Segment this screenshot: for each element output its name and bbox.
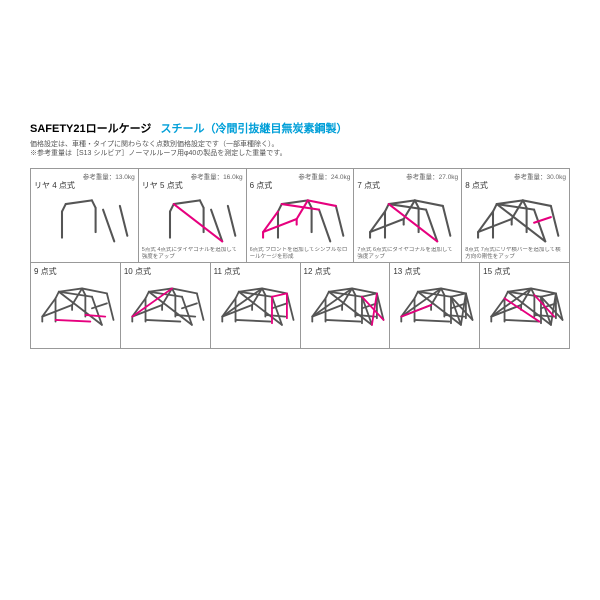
desc-line-1: 価格設定は、車種・タイプに関わらなく点数別価格設定です（一部車種除く）。 [30, 140, 570, 149]
cage-diagram-p15 [483, 277, 566, 333]
cell-p8: 参考重量：30.0kg8 点式 8点式 7点式にリヤ横バーを追加して横方向の剛性を… [462, 169, 570, 263]
title-sub: スチール（冷間引抜継目無炭素鋼製） [160, 123, 347, 135]
note-text [393, 333, 476, 345]
cell-rear4: 参考重量：13.0kgリヤ 4 点式 [31, 169, 139, 263]
point-label: 7 点式 [357, 180, 458, 191]
weight-label: 参考重量：30.0kg [465, 171, 566, 179]
note-text [34, 333, 117, 345]
note-text: 5点式 4点式にダイヤゴナルを追加して強度をアップ [142, 247, 243, 259]
note-text [304, 333, 387, 345]
point-label: 9 点式 [34, 266, 117, 277]
point-label: 12 点式 [304, 266, 387, 277]
cage-diagram-p9 [34, 277, 117, 333]
cell-p6: 参考重量：24.0kg6 点式 6点式 フロントを追加してシンプルなロールケージを… [247, 169, 355, 263]
cage-diagram-p13 [393, 277, 476, 333]
cage-diagram-p10 [124, 277, 207, 333]
weight-label: 参考重量：24.0kg [250, 171, 351, 179]
note-text: 6点式 フロントを追加してシンプルなロールケージを形成 [250, 247, 351, 259]
point-label: リヤ 5 点式 [142, 180, 243, 191]
cage-diagram-p12 [304, 277, 387, 333]
note-text: 7点式 6点式にダイヤゴナルを追加して強度アップ [357, 247, 458, 259]
cage-diagram-p6 [250, 191, 351, 247]
cell-p7: 参考重量：27.0kg7 点式 7点式 6点式にダイヤゴナルを追加して強度アップ [354, 169, 462, 263]
note-text [34, 247, 135, 259]
point-label: 15 点式 [483, 266, 566, 277]
cell-p10: 10 点式 [121, 263, 211, 349]
title-main: SAFETY21ロールケージ [30, 123, 151, 135]
cell-p13: 13 点式 [390, 263, 480, 349]
point-label: リヤ 4 点式 [34, 180, 135, 191]
cage-diagram-p11 [214, 277, 297, 333]
note-text [124, 333, 207, 345]
weight-label: 参考重量：16.0kg [142, 171, 243, 179]
description: 価格設定は、車種・タイプに関わらなく点数別価格設定です（一部車種除く）。 ※参考… [30, 140, 570, 158]
row-2: 9 点式 10 点式 11 点式 12 点式 13 点式 15 点式 [30, 263, 570, 349]
weight-label: 参考重量：27.0kg [357, 171, 458, 179]
note-text: 8点式 7点式にリヤ横バーを追加して横方向の剛性をアップ [465, 247, 566, 259]
point-label: 13 点式 [393, 266, 476, 277]
title: SAFETY21ロールケージ スチール（冷間引抜継目無炭素鋼製） [30, 120, 570, 136]
note-text [214, 333, 297, 345]
cage-diagram-rear4 [34, 191, 135, 247]
cell-p11: 11 点式 [211, 263, 301, 349]
cell-p12: 12 点式 [301, 263, 391, 349]
point-label: 10 点式 [124, 266, 207, 277]
point-label: 8 点式 [465, 180, 566, 191]
row-1: 参考重量：13.0kgリヤ 4 点式参考重量：16.0kgリヤ 5 点式 5点式 … [30, 168, 570, 263]
desc-line-2: ※参考重量は［S13 シルビア］ノーマルルーフ用φ40の製品を測定した重量です。 [30, 149, 570, 158]
note-text [483, 333, 566, 345]
cage-diagram-p8 [465, 191, 566, 247]
point-label: 6 点式 [250, 180, 351, 191]
cage-diagram-rear5 [142, 191, 243, 247]
cell-p15: 15 点式 [480, 263, 570, 349]
weight-label: 参考重量：13.0kg [34, 171, 135, 179]
cell-p9: 9 点式 [31, 263, 121, 349]
cell-rear5: 参考重量：16.0kgリヤ 5 点式 5点式 4点式にダイヤゴナルを追加して強度を… [139, 169, 247, 263]
point-label: 11 点式 [214, 266, 297, 277]
cage-diagram-p7 [357, 191, 458, 247]
